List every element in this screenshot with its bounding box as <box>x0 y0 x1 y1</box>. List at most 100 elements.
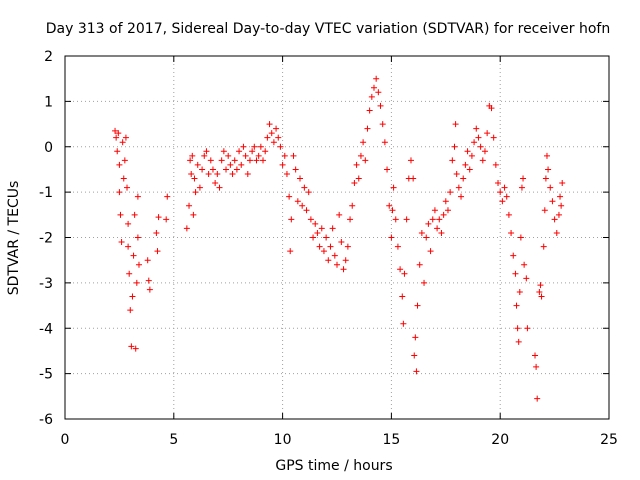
data-point <box>116 189 123 196</box>
data-point <box>307 216 314 223</box>
x-tick-label: 20 <box>491 432 509 448</box>
data-point <box>233 166 240 173</box>
data-point <box>305 189 312 196</box>
data-point <box>114 148 121 155</box>
data-point <box>125 243 132 250</box>
data-point <box>375 89 382 96</box>
data-point <box>495 180 502 187</box>
data-point <box>540 243 547 250</box>
data-point <box>121 157 128 164</box>
data-point <box>473 125 480 132</box>
data-point <box>132 345 139 352</box>
data-point <box>412 334 419 341</box>
data-point <box>523 275 530 282</box>
data-point <box>144 257 151 264</box>
data-point <box>153 229 160 236</box>
data-point <box>490 134 497 141</box>
data-point <box>225 152 232 159</box>
data-point <box>287 248 294 255</box>
data-point <box>451 143 458 150</box>
data-point <box>146 286 153 293</box>
data-point <box>534 395 541 402</box>
data-point <box>551 216 558 223</box>
data-point <box>316 243 323 250</box>
data-point <box>520 175 527 182</box>
data-point <box>449 157 456 164</box>
data-point <box>555 211 562 218</box>
data-point <box>253 157 260 164</box>
data-point <box>334 261 340 268</box>
data-point <box>201 152 208 159</box>
data-point <box>290 152 297 159</box>
data-point <box>112 127 119 134</box>
data-point <box>270 139 277 146</box>
y-tick-label: 2 <box>44 49 53 65</box>
data-point <box>286 193 293 200</box>
data-point <box>163 216 170 223</box>
data-point <box>283 170 290 177</box>
data-point <box>342 257 349 264</box>
data-point <box>468 152 475 159</box>
data-point <box>340 266 347 273</box>
data-point <box>118 239 125 246</box>
data-point <box>484 130 491 137</box>
y-tick-label: -3 <box>39 276 53 292</box>
data-point <box>462 161 469 168</box>
chart-title: Day 313 of 2017, Sidereal Day-to-day VTE… <box>46 21 610 37</box>
data-point <box>273 125 280 132</box>
data-point <box>288 216 295 223</box>
data-point <box>503 193 510 200</box>
data-point <box>194 161 201 168</box>
data-point <box>277 143 284 150</box>
data-point <box>310 234 317 241</box>
x-tick-label: 0 <box>61 432 70 448</box>
x-tick-label: 25 <box>600 432 618 448</box>
y-tick-label: -4 <box>39 321 53 337</box>
data-point <box>431 207 438 214</box>
data-point <box>558 202 565 209</box>
data-point <box>397 266 404 273</box>
data-point <box>514 325 521 332</box>
data-point <box>351 180 358 187</box>
data-point <box>299 202 306 209</box>
data-point <box>292 166 299 173</box>
data-point <box>188 170 195 177</box>
data-point <box>452 121 459 128</box>
data-point <box>389 207 396 214</box>
data-point <box>323 234 330 241</box>
data-point <box>347 216 354 223</box>
data-point <box>205 170 212 177</box>
data-point <box>418 229 425 236</box>
data-point <box>262 148 269 155</box>
data-point <box>379 121 386 128</box>
data-point <box>427 248 434 255</box>
data-point <box>524 325 531 332</box>
data-point <box>453 170 460 177</box>
data-point <box>312 220 319 227</box>
data-point <box>192 189 199 196</box>
data-point <box>125 220 132 227</box>
data-point <box>411 352 418 359</box>
data-point <box>394 243 401 250</box>
data-point <box>336 211 343 218</box>
data-point <box>510 252 517 259</box>
data-point <box>542 175 549 182</box>
data-point <box>505 211 512 218</box>
data-point <box>119 139 126 146</box>
data-point <box>191 175 198 182</box>
data-point <box>444 207 451 214</box>
data-point <box>255 152 262 159</box>
data-point <box>414 302 421 309</box>
data-point <box>386 202 393 209</box>
data-point <box>190 211 197 218</box>
data-point <box>338 239 345 246</box>
data-point <box>373 75 380 82</box>
data-point <box>516 288 523 295</box>
data-point <box>227 161 234 168</box>
data-point <box>257 143 264 150</box>
data-point <box>214 170 221 177</box>
data-point <box>416 261 423 268</box>
data-point <box>384 166 391 173</box>
data-point <box>231 157 238 164</box>
data-point <box>218 157 225 164</box>
